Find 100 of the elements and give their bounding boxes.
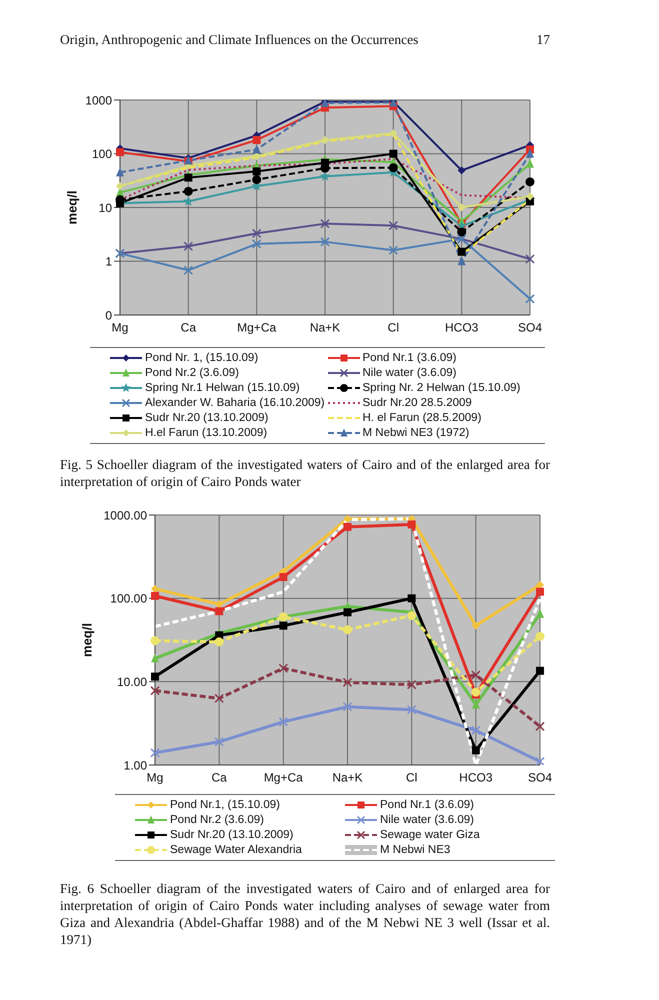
- point: [252, 228, 262, 238]
- point: [388, 246, 398, 256]
- y-tick-label: 1000.00: [104, 508, 148, 522]
- y-tick-label: 10: [98, 200, 112, 215]
- point: [151, 584, 159, 593]
- x-tick-label: Cl: [388, 320, 400, 335]
- x-tick-label: HCO3: [444, 320, 479, 335]
- y-tick-label: 1: [105, 254, 112, 269]
- point: [279, 573, 288, 582]
- point: [458, 248, 466, 256]
- x-tick-label: SO4: [518, 320, 542, 335]
- point: [471, 688, 480, 697]
- point: [526, 148, 534, 158]
- x-tick-label: Mg: [146, 770, 164, 785]
- point: [342, 678, 352, 688]
- point: [278, 717, 288, 727]
- point: [116, 148, 124, 156]
- y-tick-label: 100: [92, 147, 112, 162]
- point: [526, 177, 534, 186]
- text: 17: [536, 32, 550, 48]
- point: [151, 653, 159, 662]
- legend-label: Sudr Nr.20 28.5.2009: [362, 397, 472, 409]
- legend-label: Sudr Nr.20 (13.10.2009): [145, 412, 268, 424]
- legend-label: Pond Nr.1, (15.10.09): [170, 799, 280, 811]
- point: [116, 167, 124, 176]
- x-tick-label: HCO3: [459, 770, 493, 785]
- point: [150, 686, 160, 696]
- point: [536, 588, 544, 596]
- x-tick-label: Mg+Ca: [237, 320, 276, 335]
- x-tick-label: SO4: [528, 770, 552, 785]
- y-axis-title: meq/l: [64, 190, 80, 224]
- legend-label: Alexander W. Baharia (16.10.2009): [145, 397, 325, 409]
- point: [535, 756, 545, 765]
- point: [184, 186, 193, 196]
- point: [151, 592, 159, 600]
- point: [252, 167, 261, 176]
- point: [536, 632, 544, 641]
- point: [471, 726, 481, 736]
- point: [389, 150, 398, 158]
- legend-label: M Nebwi NE3 (1972): [362, 427, 470, 439]
- point: [184, 174, 192, 182]
- point: [344, 608, 352, 616]
- y-axis-title: meq/l: [80, 623, 95, 657]
- y-tick-label: 10.00: [116, 674, 148, 689]
- point: [407, 611, 416, 620]
- point: [184, 266, 194, 276]
- y-tick-label: 1.00: [124, 758, 148, 772]
- point: [344, 522, 352, 531]
- point: [116, 182, 124, 190]
- point: [472, 700, 480, 709]
- text: Origin, Anthropogenic and Climate Influences on the Occurrences: [60, 32, 418, 48]
- point: [214, 737, 224, 747]
- point: [458, 256, 466, 266]
- point: [472, 746, 480, 754]
- x-tick-label: Mg: [112, 320, 128, 335]
- point: [252, 175, 262, 184]
- point: [458, 166, 466, 174]
- point: [321, 158, 329, 167]
- legend-label: Nile water (3.6.09): [380, 814, 474, 826]
- legend-label: M Nebwi NE3: [380, 844, 450, 856]
- legend-label: Spring Nr.1 Helwan (15.10.09): [145, 382, 300, 394]
- x-tick-label: Ca: [211, 770, 228, 785]
- point: [535, 722, 545, 732]
- legend-label: H.el Farun (13.10.2009): [145, 427, 268, 439]
- legend-label: Sewage water Giza: [380, 829, 480, 841]
- point: [278, 663, 288, 673]
- caption: Fig. 6 Schoeller diagram of the investigated waters of Cairo and of enlarged area for interpretation of origin of Cairo Ponds water including analyses of sewage water from Giza and Alexandria (Abdel-Ghaffar 1988) and of the M Nebwi NE 3 well (Issar et al. 1971): [60, 880, 550, 948]
- point: [389, 129, 398, 138]
- legend-label: Sewage Water Alexandria: [170, 844, 302, 856]
- point: [536, 580, 544, 589]
- caption: Fig. 5 Schoeller diagram of the investigated waters of Cairo and of the enlarged area for interpretation of origin of Cairo Ponds water: [60, 456, 550, 490]
- point: [525, 254, 535, 264]
- point: [320, 237, 330, 247]
- point: [471, 670, 481, 680]
- point: [388, 163, 398, 172]
- legend-label: Pond Nr.1 (3.6.09): [380, 799, 474, 811]
- x-tick-label: Na+K: [332, 770, 363, 785]
- point: [151, 672, 159, 681]
- point: [342, 702, 352, 712]
- point: [536, 608, 544, 618]
- legend-label: Nile water (3.6.09): [362, 367, 456, 379]
- point: [279, 622, 288, 630]
- point: [252, 136, 261, 144]
- legend-label: Pond Nr. 1, (15.10.09): [145, 352, 258, 364]
- point: [344, 515, 352, 523]
- legend-label: Pond Nr.2 (3.6.09): [170, 814, 264, 826]
- point: [215, 607, 224, 616]
- point: [252, 239, 262, 249]
- point: [458, 204, 466, 212]
- point: [525, 294, 535, 304]
- x-tick-label: Ca: [180, 320, 196, 335]
- point: [150, 636, 160, 646]
- point: [526, 192, 534, 201]
- point: [457, 228, 466, 237]
- point: [408, 520, 416, 528]
- legend-label: Pond Nr.2 (3.6.09): [145, 367, 239, 379]
- point: [388, 220, 398, 230]
- point: [408, 594, 416, 602]
- y-tick-label: 0: [105, 308, 112, 322]
- point: [320, 218, 330, 228]
